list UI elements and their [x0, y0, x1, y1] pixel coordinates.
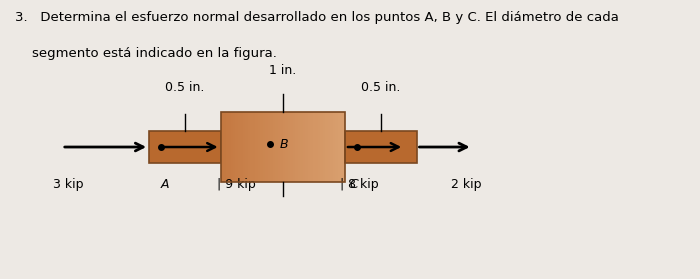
Bar [275, 112, 278, 182]
Text: 2 kip: 2 kip [451, 178, 482, 191]
Text: |: | [340, 178, 344, 191]
Bar [223, 112, 225, 182]
Text: 3 kip: 3 kip [53, 178, 83, 191]
Bar [286, 112, 288, 182]
Bar [313, 112, 315, 182]
Bar [280, 112, 283, 182]
Bar [263, 112, 265, 182]
Text: A: A [160, 178, 169, 191]
Bar [235, 112, 238, 182]
Bar [270, 112, 273, 182]
Bar [337, 112, 340, 182]
Bar [330, 112, 332, 182]
Bar [251, 112, 253, 182]
Bar [300, 112, 302, 182]
Bar [332, 112, 335, 182]
Bar [225, 112, 228, 182]
Bar [243, 112, 246, 182]
Bar [253, 112, 256, 182]
Bar [302, 112, 305, 182]
Text: C: C [350, 178, 358, 191]
Bar [335, 112, 337, 182]
Bar [288, 112, 290, 182]
Bar [149, 131, 220, 163]
Bar [305, 112, 308, 182]
Text: B: B [280, 138, 288, 151]
Bar [268, 112, 270, 182]
Text: segmento está indicado en la figura.: segmento está indicado en la figura. [15, 47, 277, 59]
Bar [228, 112, 230, 182]
Text: 3.   Determina el esfuerzo normal desarrollado en los puntos A, B y C. El diámet: 3. Determina el esfuerzo normal desarrol… [15, 11, 619, 24]
Bar [325, 112, 328, 182]
Bar [256, 112, 258, 182]
Bar [320, 112, 323, 182]
Bar [318, 112, 320, 182]
Bar [241, 112, 243, 182]
Bar [342, 112, 345, 182]
Bar [328, 112, 330, 182]
Text: 0.5 in.: 0.5 in. [165, 81, 204, 94]
Bar [310, 112, 313, 182]
Bar [246, 112, 248, 182]
Bar [290, 112, 293, 182]
Bar [258, 112, 260, 182]
Bar [278, 112, 280, 182]
Text: 8 kip: 8 kip [348, 178, 379, 191]
Bar [345, 131, 416, 163]
Bar [265, 112, 268, 182]
Bar [233, 112, 235, 182]
Bar [308, 112, 310, 182]
Bar [323, 112, 325, 182]
Bar [283, 112, 286, 182]
Bar [340, 112, 342, 182]
Bar [315, 112, 318, 182]
Bar [238, 112, 241, 182]
Bar [298, 112, 300, 182]
Bar [293, 112, 295, 182]
Text: 1 in.: 1 in. [270, 64, 296, 77]
Bar [273, 112, 275, 182]
Text: | 9 kip: | 9 kip [218, 178, 256, 191]
Bar [260, 112, 263, 182]
Bar [220, 112, 223, 182]
Bar [295, 112, 298, 182]
Bar [220, 112, 345, 182]
Text: 0.5 in.: 0.5 in. [361, 81, 400, 94]
Bar [248, 112, 251, 182]
Bar [230, 112, 233, 182]
